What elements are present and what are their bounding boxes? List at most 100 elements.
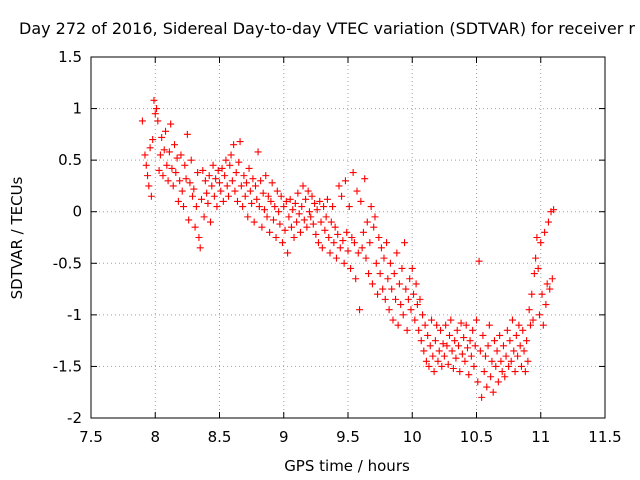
- data-point: [519, 326, 527, 334]
- data-point: [543, 280, 551, 288]
- data-point: [363, 218, 371, 226]
- data-point: [425, 362, 433, 370]
- data-point: [460, 334, 468, 342]
- data-point: [183, 130, 191, 138]
- data-point: [521, 368, 529, 376]
- data-point: [365, 270, 373, 278]
- data-point: [434, 357, 442, 365]
- data-point: [165, 148, 173, 156]
- data-point: [326, 249, 334, 257]
- data-point: [226, 161, 234, 169]
- data-point: [332, 254, 340, 262]
- data-point: [448, 347, 456, 355]
- data-point: [357, 197, 365, 205]
- data-point: [480, 368, 488, 376]
- grid-lines: [91, 57, 605, 418]
- data-point: [182, 175, 190, 183]
- data-point: [212, 175, 220, 183]
- data-point: [494, 378, 502, 386]
- data-point: [266, 228, 274, 236]
- data-point: [284, 249, 292, 257]
- data-point: [286, 195, 294, 203]
- data-point: [381, 295, 389, 303]
- data-point: [537, 239, 545, 247]
- data-point: [236, 138, 244, 146]
- data-point: [345, 203, 353, 211]
- data-point: [379, 285, 387, 293]
- data-point: [277, 192, 285, 200]
- data-point: [145, 182, 153, 190]
- data-point: [216, 179, 223, 187]
- data-point: [353, 187, 361, 195]
- data-point: [187, 156, 195, 164]
- data-point: [431, 337, 439, 345]
- data-point: [395, 280, 403, 288]
- data-point: [350, 239, 358, 247]
- data-point: [190, 185, 198, 193]
- data-point: [227, 151, 235, 159]
- data-point: [447, 316, 455, 324]
- data-point: [300, 216, 308, 224]
- data-point: [336, 244, 344, 252]
- data-point: [505, 362, 513, 370]
- data-point: [189, 192, 197, 200]
- x-tick-label: 9: [279, 428, 289, 446]
- data-point: [214, 166, 222, 174]
- data-point: [232, 169, 240, 177]
- data-point: [403, 326, 411, 334]
- data-point: [273, 187, 281, 195]
- data-point: [466, 337, 474, 345]
- data-point: [160, 146, 168, 154]
- data-point: [330, 239, 338, 247]
- data-point: [439, 340, 447, 348]
- data-point: [299, 182, 307, 190]
- y-tick-label: 0: [72, 203, 82, 221]
- data-point: [308, 192, 316, 200]
- data-point: [146, 144, 154, 152]
- data-point: [474, 378, 482, 386]
- data-point: [510, 347, 518, 355]
- data-point: [440, 352, 448, 360]
- y-tick-label: -1.5: [53, 357, 82, 375]
- data-point: [429, 352, 437, 360]
- data-point: [334, 230, 342, 238]
- data-point: [384, 275, 392, 283]
- data-point: [168, 164, 176, 172]
- data-point: [407, 306, 415, 314]
- data-point: [497, 357, 505, 365]
- data-point: [201, 177, 209, 185]
- data-point: [523, 337, 531, 345]
- data-point: [271, 203, 279, 211]
- data-point: [539, 321, 547, 329]
- data-point: [327, 218, 335, 226]
- data-point: [506, 337, 514, 345]
- data-point: [304, 187, 312, 195]
- data-point: [235, 158, 243, 166]
- y-tick-label: 1.5: [58, 48, 82, 66]
- data-point: [397, 301, 405, 309]
- data-point: [487, 373, 495, 381]
- data-point: [489, 388, 497, 396]
- data-point: [467, 352, 475, 360]
- data-point: [356, 306, 364, 314]
- data-point: [176, 177, 184, 185]
- data-point: [367, 203, 375, 211]
- data-point: [499, 342, 507, 350]
- data-points: [138, 96, 558, 401]
- data-point: [194, 169, 202, 177]
- data-point: [428, 316, 436, 324]
- data-point: [461, 357, 469, 365]
- data-point: [524, 357, 532, 365]
- data-point: [244, 213, 252, 221]
- data-point: [546, 285, 554, 293]
- data-point: [529, 316, 537, 324]
- data-point: [368, 280, 376, 288]
- x-tick-label: 11: [531, 428, 550, 446]
- data-point: [538, 290, 546, 298]
- data-point: [475, 257, 483, 265]
- data-point: [218, 164, 226, 172]
- data-point: [341, 177, 349, 185]
- x-tick-label: 8.5: [208, 428, 232, 446]
- data-point: [231, 187, 239, 195]
- data-point: [516, 342, 524, 350]
